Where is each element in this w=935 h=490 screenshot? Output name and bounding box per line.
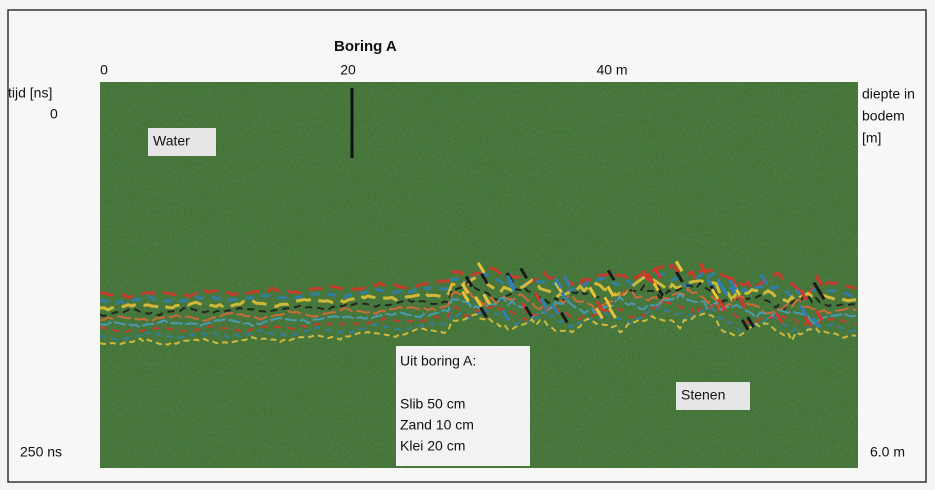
- right-axis-title: diepte in: [862, 86, 915, 102]
- x-label: 40 m: [596, 62, 627, 78]
- left-axis-top: 0: [50, 106, 58, 122]
- right-axis-bottom: 6.0 m: [870, 444, 905, 460]
- boring-text: Klei 20 cm: [400, 438, 465, 454]
- stones-label: Stenen: [681, 387, 725, 403]
- left-axis-bottom: 250 ns: [20, 444, 62, 460]
- left-axis-title: tijd [ns]: [8, 85, 52, 101]
- boring-text: Uit boring A:: [400, 353, 476, 369]
- x-label: 0: [100, 62, 108, 78]
- boring-text: Zand 10 cm: [400, 417, 474, 433]
- right-axis-title: [m]: [862, 130, 881, 146]
- radargram-figure: Boring A 0 20 40 m tijd [ns] 0 250 ns di…: [0, 0, 935, 485]
- boring-text: Slib 50 cm: [400, 396, 465, 412]
- right-axis-title: bodem: [862, 108, 905, 124]
- borehole-label: Boring A: [334, 38, 397, 55]
- x-label: 20: [340, 62, 356, 78]
- water-label: Water: [153, 133, 190, 149]
